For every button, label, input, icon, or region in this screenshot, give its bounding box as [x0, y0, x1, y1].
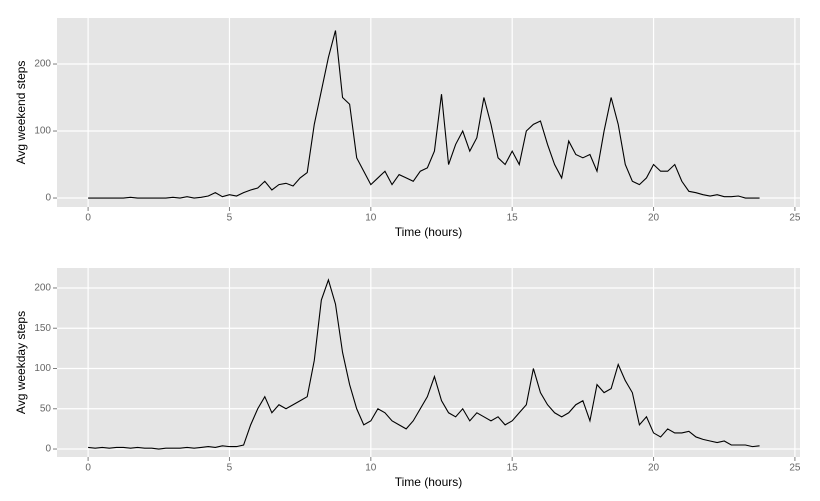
x-tick-label: 15	[507, 213, 519, 224]
x-tick-label: 25	[789, 213, 801, 224]
x-tick-label: 0	[85, 463, 91, 474]
x-tick-label: 5	[227, 463, 233, 474]
y-tick-label: 200	[34, 283, 51, 294]
y-tick-label: 200	[34, 59, 51, 70]
panel-background	[57, 18, 800, 207]
y-tick-label: 100	[34, 363, 51, 374]
y-tick-label: 100	[34, 126, 51, 137]
x-tick-label: 0	[85, 213, 91, 224]
y-tick-label: 0	[45, 444, 51, 455]
x-tick-label: 15	[507, 463, 519, 474]
data-line	[88, 30, 760, 199]
x-tick-label: 10	[365, 213, 377, 224]
y-tick-label: 150	[34, 323, 51, 334]
x-tick-label: 10	[365, 463, 377, 474]
panel-background	[57, 268, 800, 457]
x-tick-label: 25	[789, 463, 801, 474]
y-axis-label: Avg weekday steps	[14, 311, 28, 414]
x-axis-label: Time (hours)	[395, 475, 463, 489]
x-axis-label: Time (hours)	[395, 225, 463, 239]
y-axis-label: Avg weekend steps	[14, 61, 28, 165]
x-tick-label: 20	[648, 213, 660, 224]
data-line	[88, 278, 760, 450]
x-tick-label: 20	[648, 463, 660, 474]
y-tick-label: 0	[45, 193, 51, 204]
y-tick-label: 50	[40, 403, 52, 414]
x-tick-label: 5	[227, 213, 233, 224]
